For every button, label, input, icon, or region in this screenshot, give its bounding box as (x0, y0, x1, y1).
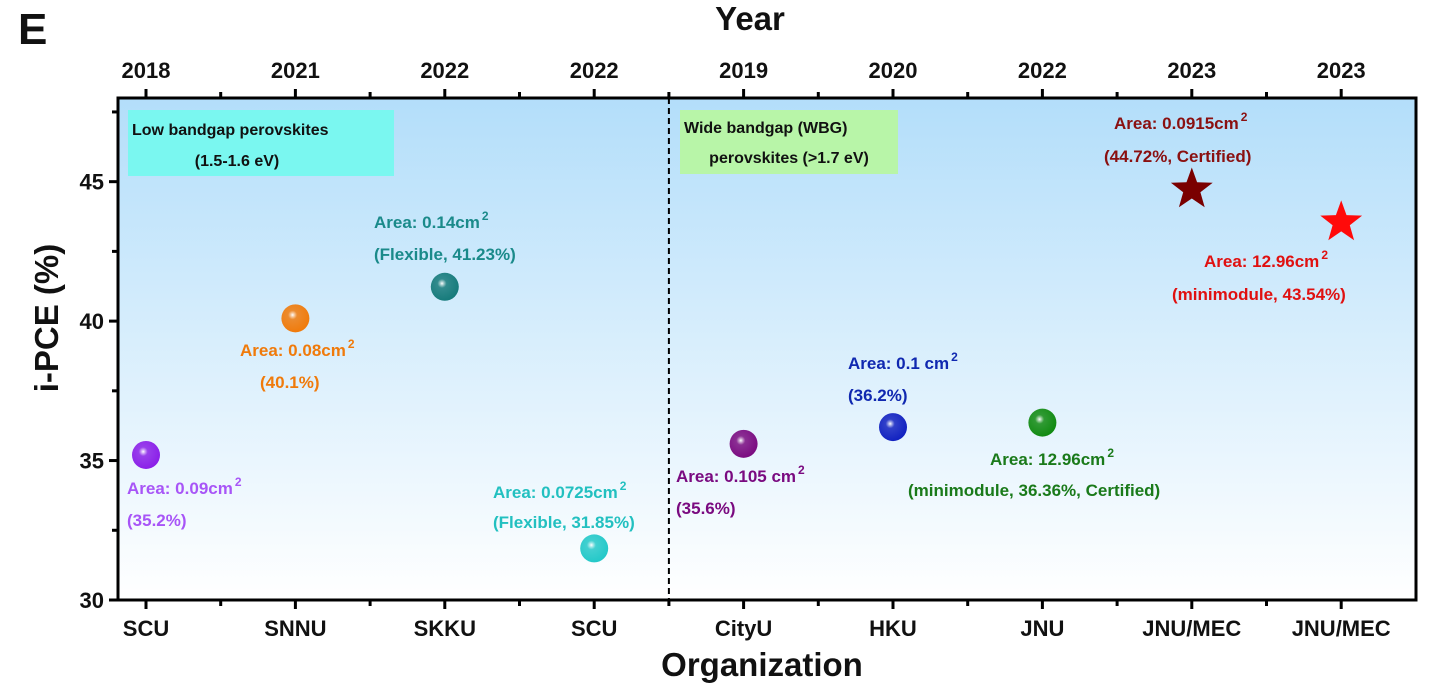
sphere-marker (729, 429, 758, 458)
x-tick-label: JNU (1020, 616, 1064, 641)
area-text: Area: 0.08cm (240, 341, 346, 360)
superscript: 2 (482, 209, 489, 223)
y-tick-label: 40 (80, 309, 104, 334)
point-area-label: Area: 0.14cm 2 (374, 209, 489, 232)
point-area-label: Area: 12.96cm 2 (990, 446, 1114, 469)
point-note-label: (35.2%) (127, 511, 187, 530)
year-tick-label: 2019 (719, 58, 768, 83)
sphere-marker (1028, 408, 1057, 437)
superscript: 2 (348, 337, 355, 351)
x-tick-label: SKKU (414, 616, 476, 641)
x-tick-label: HKU (869, 616, 917, 641)
point-area-label: Area: 12.96cm 2 (1204, 248, 1328, 271)
sphere-marker (132, 440, 160, 469)
point-note-label: (36.2%) (848, 386, 908, 405)
sphere-marker (580, 534, 609, 563)
area-text: Area: 12.96cm (1204, 252, 1319, 271)
point-area-label: Area: 0.09cm 2 (127, 475, 242, 498)
sphere-marker (281, 304, 310, 333)
region-label-line2: (1.5-1.6 eV) (195, 153, 279, 170)
x-tick-label: CityU (715, 616, 772, 641)
plot-area (118, 98, 1416, 600)
x-axis-title: Organization (661, 646, 863, 683)
region-label-box (128, 110, 394, 176)
region-label-line2: perovskites (>1.7 eV) (709, 150, 869, 167)
y-tick-label: 45 (80, 170, 104, 195)
year-tick-label: 2018 (122, 58, 171, 83)
point-note-label: (40.1%) (260, 373, 320, 392)
top-axis-title: Year (715, 0, 785, 37)
area-text: Area: 0.14cm (374, 213, 480, 232)
sphere-marker (879, 413, 907, 442)
star-marker (1320, 200, 1363, 241)
superscript: 2 (235, 475, 242, 489)
year-tick-label: 2022 (1018, 58, 1067, 83)
point-area-label: Area: 0.0915cm 2 (1114, 110, 1248, 133)
region-label-box (680, 110, 898, 174)
x-tick-label: JNU/MEC (1292, 616, 1391, 641)
point-area-label: Area: 0.105 cm 2 (676, 463, 805, 486)
area-text: Area: 0.1 cm (848, 354, 949, 373)
area-text: Area: 0.0725cm (493, 483, 618, 502)
plot-frame (116, 96, 1418, 602)
area-text: Area: 0.105 cm (676, 467, 796, 486)
point-area-label: Area: 0.0725cm 2 (493, 479, 627, 502)
y-tick-label: 35 (80, 449, 104, 474)
area-text: Area: 0.0915cm (1114, 114, 1239, 133)
year-tick-label: 2022 (420, 58, 469, 83)
point-area-label: Area: 0.1 cm 2 (848, 350, 958, 373)
point-note-label: (minimodule, 36.36%, Certified) (908, 481, 1160, 500)
superscript: 2 (1241, 110, 1248, 124)
star-marker (1170, 167, 1213, 208)
point-note-label: (Flexible, 31.85%) (493, 513, 635, 532)
superscript: 2 (1107, 446, 1114, 460)
y-axis-title: i-PCE (%) (28, 244, 65, 393)
superscript: 2 (1321, 248, 1328, 262)
year-tick-label: 2021 (271, 58, 320, 83)
point-note-label: (44.72%, Certified) (1104, 147, 1251, 166)
y-tick-label: 30 (80, 588, 104, 613)
superscript: 2 (951, 350, 958, 364)
region-label-line1: Wide bandgap (WBG) (684, 120, 847, 137)
region-label-line1: Low bandgap perovskites (132, 122, 329, 139)
year-tick-label: 2022 (570, 58, 619, 83)
year-tick-label: 2020 (869, 58, 918, 83)
x-tick-label: JNU/MEC (1142, 616, 1241, 641)
point-note-label: (minimodule, 43.54%) (1172, 285, 1346, 304)
point-note-label: (Flexible, 41.23%) (374, 245, 516, 264)
year-tick-label: 2023 (1167, 58, 1216, 83)
superscript: 2 (798, 463, 805, 477)
year-tick-label: 2023 (1317, 58, 1366, 83)
superscript: 2 (620, 479, 627, 493)
x-tick-label: SCU (123, 616, 169, 641)
x-tick-label: SCU (571, 616, 617, 641)
point-note-label: (35.6%) (676, 499, 736, 518)
sphere-marker (430, 272, 459, 301)
area-text: Area: 0.09cm (127, 479, 233, 498)
x-tick-label: SNNU (264, 616, 326, 641)
panel-label: E (18, 5, 47, 54)
area-text: Area: 12.96cm (990, 450, 1105, 469)
point-area-label: Area: 0.08cm 2 (240, 337, 355, 360)
